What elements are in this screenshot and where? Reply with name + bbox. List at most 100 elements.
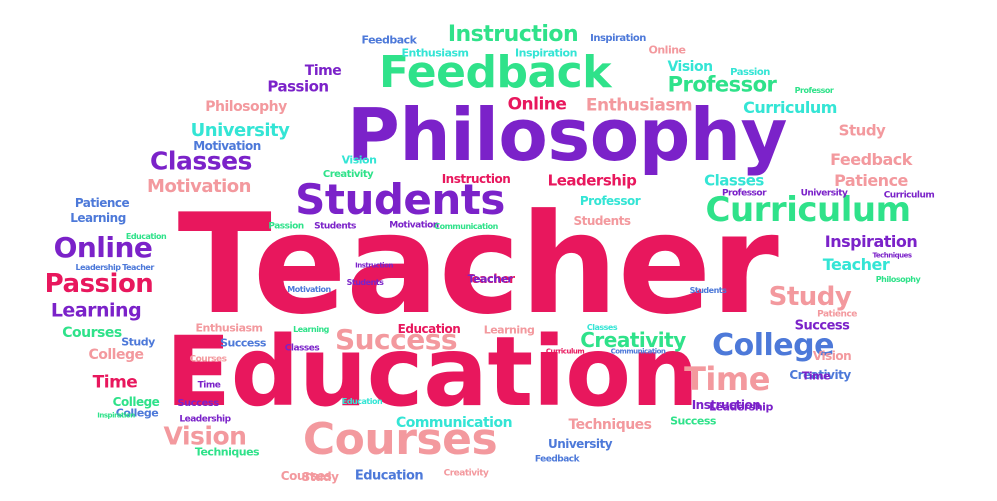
cloud-word: Patience bbox=[834, 171, 908, 190]
cloud-word: Curriculum bbox=[743, 98, 837, 117]
cloud-word: Education bbox=[341, 397, 383, 406]
cloud-word: Motivation bbox=[193, 139, 261, 153]
cloud-word: Vision bbox=[163, 421, 247, 451]
cloud-word: Education bbox=[165, 316, 699, 428]
cloud-word: Classes bbox=[704, 171, 764, 190]
cloud-word: Classes bbox=[284, 343, 320, 354]
cloud-word: Success bbox=[177, 398, 219, 409]
cloud-word: Courses bbox=[62, 325, 122, 341]
cloud-word: University bbox=[800, 188, 848, 199]
cloud-word: Time bbox=[197, 380, 221, 391]
cloud-word: Creativity bbox=[443, 468, 489, 479]
cloud-word: Professor bbox=[794, 86, 834, 95]
cloud-word: Feedback bbox=[361, 33, 418, 47]
cloud-word: Communication bbox=[610, 347, 666, 356]
cloud-word: Learning bbox=[293, 325, 329, 334]
cloud-word: Education bbox=[125, 232, 167, 241]
cloud-word: Professor bbox=[579, 194, 641, 208]
cloud-word: Students bbox=[346, 278, 384, 287]
cloud-word: Leadership bbox=[547, 171, 637, 190]
cloud-word: Education bbox=[397, 322, 461, 336]
cloud-word: Communication bbox=[434, 222, 498, 231]
cloud-word: Teacher bbox=[177, 184, 779, 345]
cloud-word: Students bbox=[689, 286, 727, 295]
cloud-word: College bbox=[88, 347, 144, 363]
cloud-word: Curriculum bbox=[545, 347, 585, 356]
cloud-word: Curriculum bbox=[883, 190, 935, 201]
cloud-word: Vision bbox=[667, 59, 713, 75]
cloud-word: Passion bbox=[44, 269, 154, 299]
cloud-word: Teacher bbox=[465, 272, 515, 286]
cloud-word: Inspiration bbox=[590, 33, 646, 44]
cloud-word: Vision bbox=[812, 349, 852, 363]
cloud-word: Leadership bbox=[179, 414, 231, 425]
cloud-word: Instruction bbox=[447, 22, 579, 47]
cloud-word: Learning bbox=[483, 323, 535, 337]
cloud-word: Patience bbox=[817, 309, 857, 320]
cloud-word: Success bbox=[794, 318, 850, 334]
cloud-word: Courses bbox=[280, 469, 332, 483]
cloud-word: Time bbox=[684, 360, 770, 398]
cloud-word: Creativity bbox=[789, 368, 851, 382]
cloud-word: Enthusiasm bbox=[401, 46, 469, 60]
cloud-word: Success bbox=[670, 414, 716, 428]
cloud-word: College bbox=[112, 395, 160, 409]
cloud-word: Creativity bbox=[322, 169, 374, 180]
cloud-word: Techniques bbox=[194, 445, 260, 459]
cloud-word: Feedback bbox=[534, 454, 580, 465]
cloud-word: Online bbox=[53, 231, 153, 264]
cloud-word: Study bbox=[768, 282, 852, 312]
cloud-word: Study bbox=[301, 470, 339, 484]
cloud-word: Time bbox=[304, 63, 342, 79]
cloud-word: Instruction bbox=[691, 398, 761, 412]
cloud-word: Teacher bbox=[467, 272, 513, 286]
cloud-word: Communication bbox=[395, 415, 513, 431]
cloud-word: Enthusiasm bbox=[195, 321, 263, 335]
cloud-word: Philosophy bbox=[875, 275, 921, 284]
cloud-word: Techniques bbox=[872, 251, 912, 260]
cloud-word: Students bbox=[314, 221, 356, 232]
cloud-word: Inspiration bbox=[515, 46, 577, 60]
cloud-word: Professor bbox=[721, 188, 767, 199]
cloud-word: Success bbox=[334, 323, 458, 356]
cloud-word: College bbox=[712, 328, 834, 363]
cloud-word: Courses bbox=[189, 354, 227, 365]
cloud-word: Inspiration bbox=[97, 411, 135, 420]
cloud-word: Online bbox=[648, 43, 686, 57]
cloud-word: Motivation bbox=[147, 176, 251, 197]
cloud-word: Creativity bbox=[580, 328, 686, 352]
cloud-word: Teacher bbox=[822, 255, 890, 274]
cloud-word: Inspiration bbox=[824, 232, 918, 251]
cloud-word: Courses bbox=[302, 414, 498, 465]
cloud-word: Classes bbox=[586, 323, 618, 332]
cloud-word: Leadership bbox=[709, 400, 773, 414]
cloud-word: Students bbox=[573, 214, 631, 228]
cloud-word: Teacher bbox=[122, 263, 154, 272]
cloud-word: Classes bbox=[150, 146, 252, 176]
cloud-word: Philosophy bbox=[347, 93, 787, 177]
cloud-word: Online bbox=[507, 94, 567, 115]
cloud-word: Professor bbox=[667, 72, 777, 97]
cloud-word: Instruction bbox=[441, 172, 511, 186]
cloud-word: Philosophy bbox=[205, 99, 287, 115]
cloud-word: Feedback bbox=[830, 150, 912, 169]
cloud-word: College bbox=[115, 406, 159, 420]
cloud-word: Enthusiasm bbox=[585, 95, 693, 116]
cloud-word: Instruction bbox=[355, 261, 393, 270]
cloud-word: Curriculum bbox=[705, 190, 912, 230]
cloud-word: Feedback bbox=[379, 47, 611, 98]
cloud-word: Learning bbox=[70, 211, 126, 225]
cloud-word: Patience bbox=[74, 196, 130, 210]
cloud-word: Techniques bbox=[568, 417, 652, 433]
cloud-word: Passion bbox=[730, 67, 770, 78]
cloud-word: Motivation bbox=[389, 220, 439, 231]
cloud-word: Motivation bbox=[287, 285, 331, 294]
cloud-word: Vision bbox=[341, 153, 377, 167]
cloud-word: Time bbox=[801, 369, 831, 383]
cloud-word: Learning bbox=[50, 299, 142, 322]
cloud-word: Leadership bbox=[75, 263, 121, 272]
cloud-word: University bbox=[547, 437, 613, 451]
cloud-word: Passion bbox=[268, 221, 304, 232]
cloud-word: Success bbox=[220, 336, 266, 350]
